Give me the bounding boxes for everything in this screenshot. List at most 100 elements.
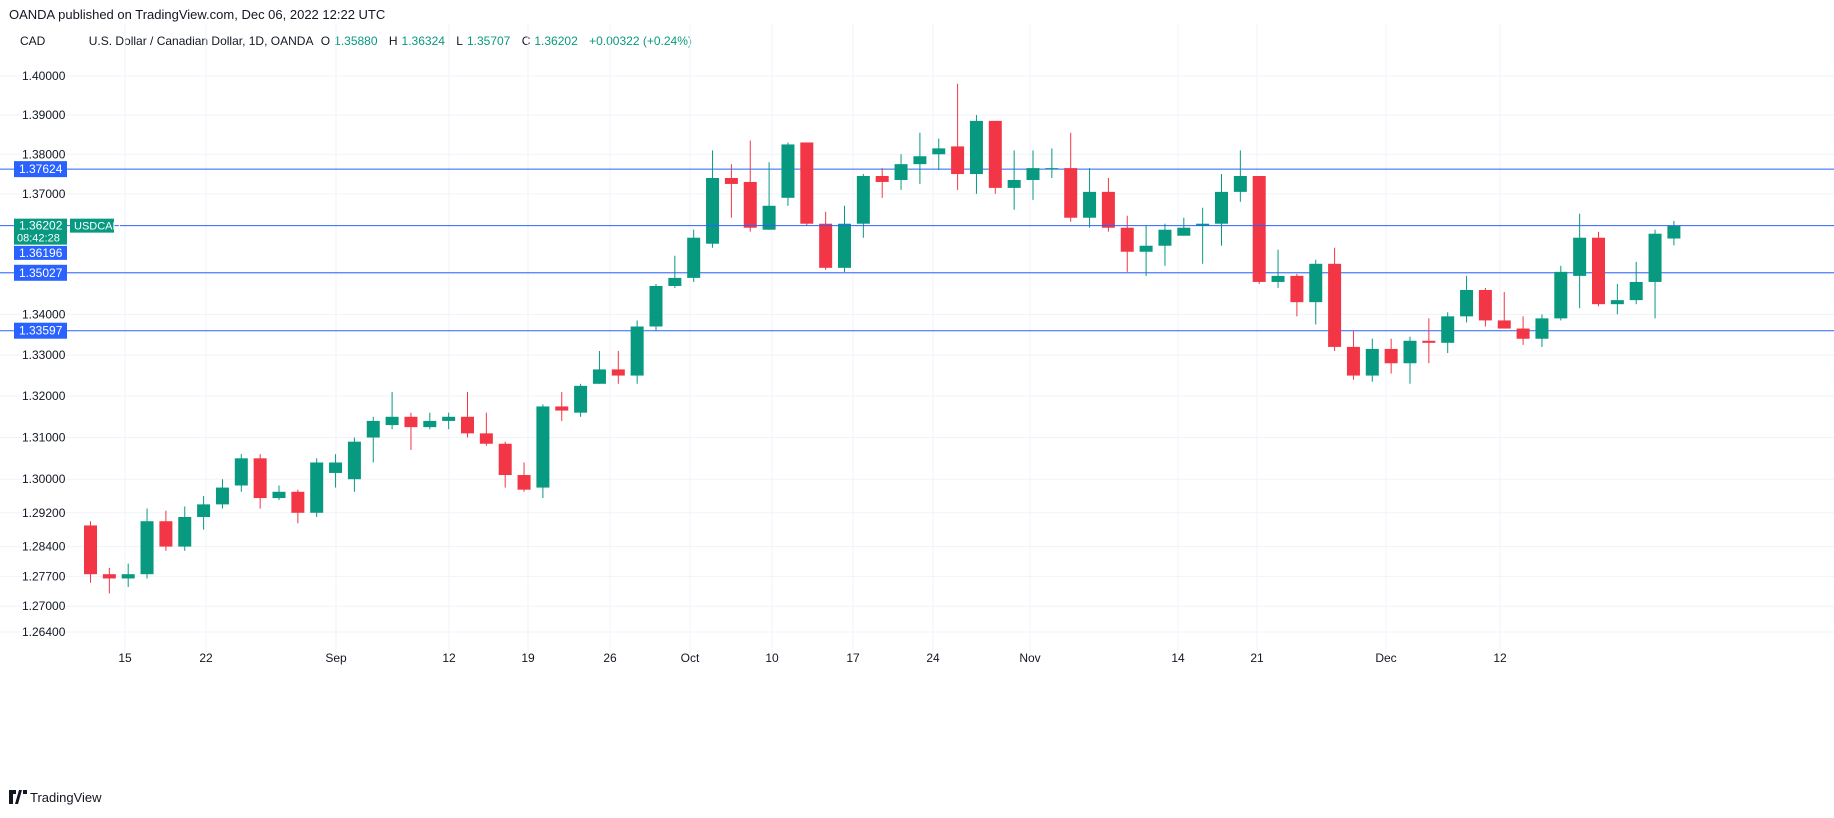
hline-3-label: 1.33597 [19,324,63,338]
x-tick-label: 22 [199,651,213,665]
candle-body [366,420,380,438]
candle [1497,292,1511,329]
x-tick-label: Dec [1375,651,1396,665]
candle [800,142,814,226]
candle [932,138,946,171]
candle-body [329,462,343,473]
candle [253,454,267,509]
candle-body [272,491,286,499]
y-tick-label: 1.32000 [22,389,66,403]
candle-body [121,574,135,579]
y-tick-label: 1.39000 [22,108,66,122]
candle-body [932,148,946,155]
candle [856,174,870,238]
y-tick-label: 1.27700 [22,569,66,583]
candle-body [347,441,361,480]
candle-body [724,177,738,184]
candle [1177,217,1191,236]
candle-body [1309,263,1323,303]
candle [1271,249,1285,288]
hline-1-badge [14,161,67,178]
candle [291,489,305,524]
candle-body [498,443,512,476]
candle-body [1196,223,1210,226]
candle [1101,177,1115,232]
candle-body [1422,340,1436,343]
currency-label: CAD [20,34,46,48]
candle-body [1177,227,1191,236]
chart-legend: CAD U.S. Dollar / Canadian Dollar, 1D, O… [20,34,696,48]
candle-body [781,144,795,198]
candle [1139,225,1153,276]
candle-body [875,176,889,182]
candle-body [687,237,701,278]
y-tick-label: 1.27000 [22,599,66,613]
candle [1252,176,1266,284]
candle [1196,207,1210,264]
candle [84,521,97,583]
candle [969,115,983,194]
candle [310,458,324,518]
candle-body [800,142,814,224]
y-tick-label: 1.38000 [22,147,66,161]
candle-body [1554,271,1568,319]
candle [706,150,720,248]
candle [1365,338,1379,382]
candle [1648,229,1662,319]
y-tick-label: 1.34000 [22,307,66,321]
x-tick-label: 12 [1493,651,1507,665]
symbol-description[interactable]: U.S. Dollar / Canadian Dollar, 1D, OANDA [88,34,314,48]
footer: TradingView [9,790,102,805]
x-tick-label: 21 [1250,651,1264,665]
hline-2-label: 1.35027 [19,266,63,280]
candle-body [743,181,757,228]
x-tick-label: 12 [442,651,456,665]
candle [1384,338,1398,374]
candle [781,142,795,206]
candle [1328,247,1342,351]
candle [1610,283,1624,315]
x-tick-label: 10 [765,651,779,665]
candle [630,320,644,384]
candle-body [555,406,569,411]
y-tick-label: 1.31000 [22,431,66,445]
candle-body [1629,281,1643,301]
candle [366,416,380,463]
candle-body [1233,176,1247,192]
candle-body [574,385,588,413]
candle [1403,336,1417,384]
x-tick-label: 26 [603,651,617,665]
candle [1233,150,1247,202]
candle [913,132,927,184]
candle-body [461,416,474,434]
candle [819,211,833,270]
candle [687,229,701,282]
x-tick-label: 24 [926,651,940,665]
price-badge-2 [14,245,67,260]
candle [838,205,851,272]
candle-body [1346,346,1360,376]
ohlc-high: H 1.36324 [388,34,445,48]
candle-body [1667,225,1681,239]
countdown-label: 08:42:28 [17,233,60,245]
candle-body [442,416,456,421]
candle-body [1083,191,1097,218]
candle-body [1064,168,1078,218]
candle [536,404,550,499]
candle-body [1215,191,1228,224]
candle [951,83,965,190]
candle [215,479,229,509]
candle [1441,312,1455,354]
header: OANDA published on TradingView.com, Dec … [0,0,1834,24]
candle-body [1535,318,1549,339]
candle-body [215,487,229,505]
candle-body [611,369,625,376]
candle-body [894,164,908,180]
ohlc-low: L 1.35707 [456,34,511,48]
candle-body [988,120,1002,188]
footer-brand: TradingView [30,790,102,805]
candle [178,506,192,551]
candle [461,392,474,438]
candle-body [1045,168,1059,170]
